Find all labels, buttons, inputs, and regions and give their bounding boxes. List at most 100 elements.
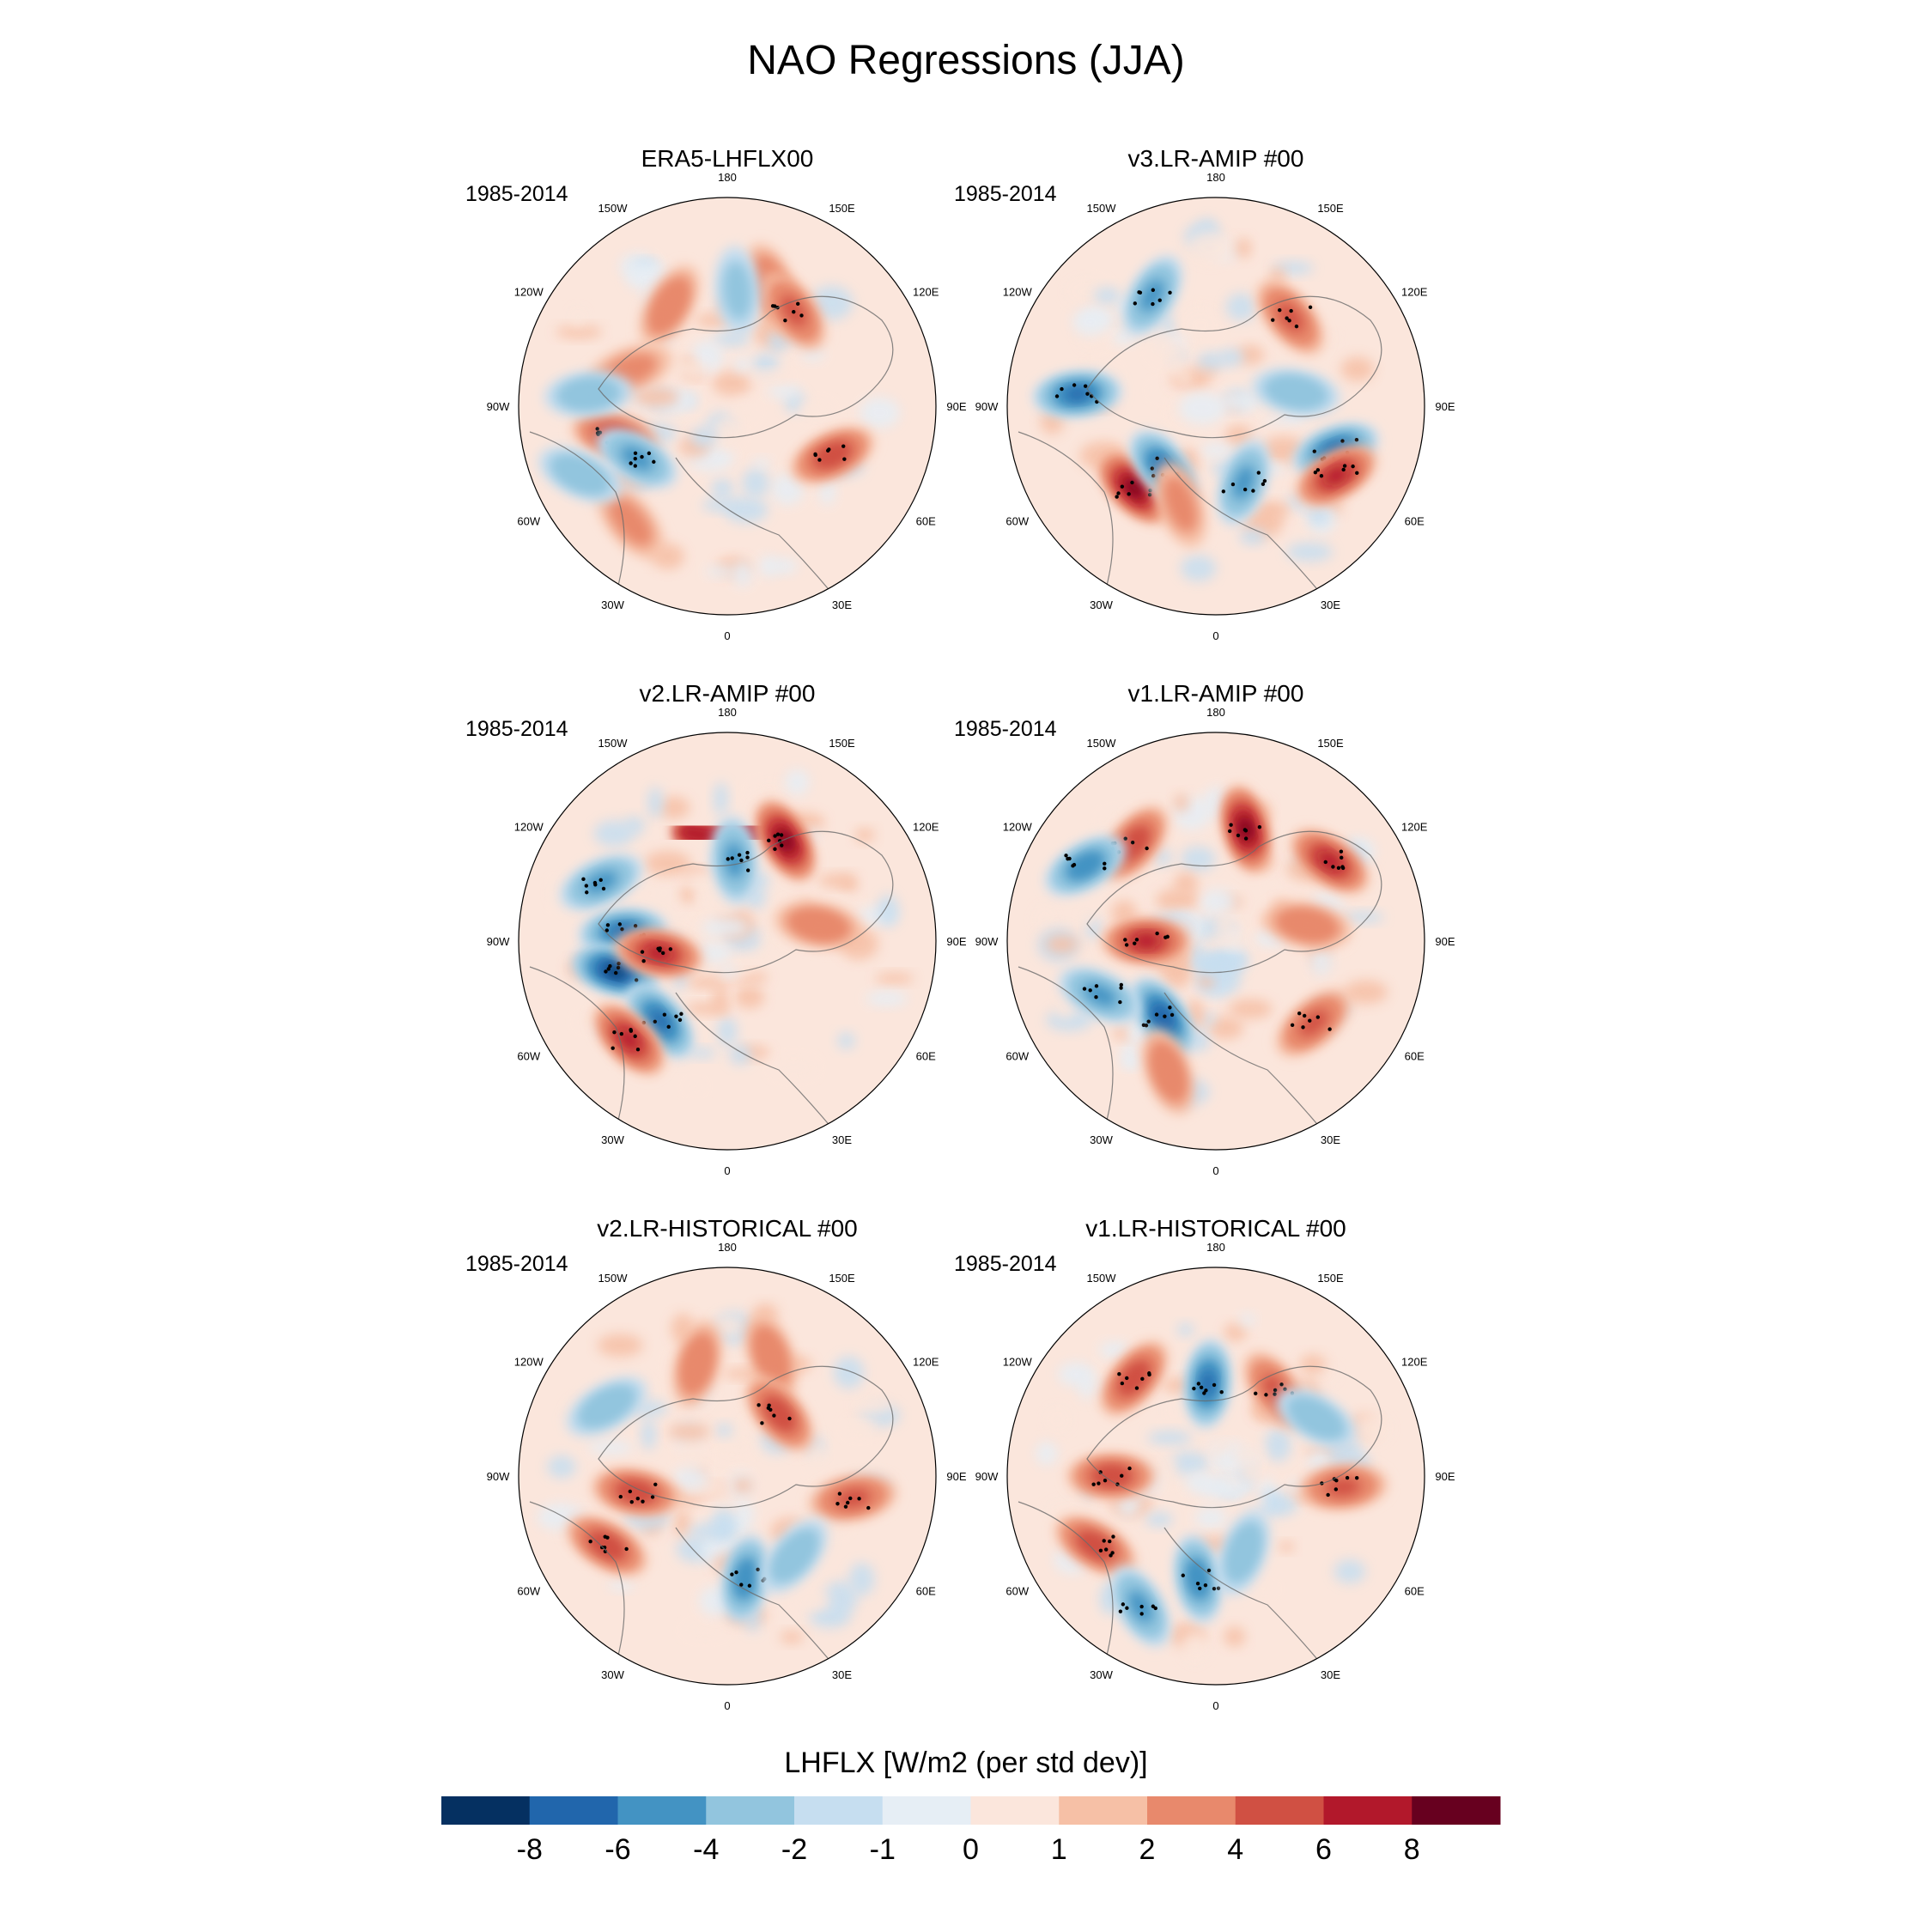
field-patch: [854, 828, 875, 842]
significance-dot: [1168, 290, 1172, 295]
significance-dot: [629, 1499, 634, 1504]
coastline-europe: [1163, 1527, 1337, 1683]
panel-period: 1985-2014: [954, 717, 1057, 741]
panel-title: v2.LR-AMIP #00: [640, 680, 816, 707]
field-patch: [717, 1017, 738, 1047]
significance-dot: [1134, 1386, 1139, 1390]
anomaly-blob: [1285, 913, 1330, 937]
field-patch: [1256, 501, 1290, 519]
field-patch: [1239, 1313, 1255, 1327]
coastline-land: [1086, 1365, 1382, 1509]
longitude-label: 30W: [1090, 1133, 1113, 1146]
field-patch: [678, 1437, 708, 1473]
anomaly-blob: [586, 1391, 628, 1422]
significance-dot: [605, 923, 611, 927]
significance-dot: [1094, 995, 1098, 999]
field-patch: [1232, 1448, 1263, 1462]
significance-dot: [1331, 865, 1335, 869]
significance-dot: [799, 313, 804, 318]
field-patch: [686, 1080, 704, 1092]
significance-dot: [1103, 1547, 1109, 1552]
panel-period: 1985-2014: [465, 182, 568, 206]
map-panel: ERA5-LHFLX00 1985-2014 180 150E 120E 90E 60E 30…: [465, 145, 967, 642]
significance-dot: [1181, 1573, 1185, 1577]
significance-dot: [843, 1504, 848, 1509]
significance-dot: [796, 301, 800, 307]
significance-dot: [846, 1500, 850, 1505]
field-patch: [1178, 392, 1227, 425]
significance-dot: [1133, 301, 1138, 306]
field-patch: [733, 357, 750, 374]
significance-dot: [1278, 307, 1282, 313]
significance-dot: [1054, 394, 1060, 398]
longitude-label: 150E: [829, 202, 855, 215]
significance-dot: [1279, 1382, 1284, 1387]
significance-dot: [1153, 1606, 1157, 1611]
map-field: [1007, 732, 1425, 1150]
significance-dot: [1155, 456, 1159, 461]
field-patch: [711, 478, 734, 500]
field-patch: [679, 885, 698, 903]
longitude-label: 60E: [916, 1585, 936, 1598]
field-patch: [690, 427, 717, 447]
significance-dot: [1118, 999, 1122, 1005]
anomaly-blob: [722, 260, 753, 321]
coastline-america: [529, 1501, 625, 1666]
field-patch: [715, 1423, 733, 1437]
field-patch: [689, 1522, 736, 1540]
significance-dot: [1123, 938, 1127, 942]
significance-dot: [1060, 386, 1064, 392]
field-patch: [1239, 528, 1267, 545]
longitude-label: 60E: [916, 515, 936, 528]
longitude-label: 150E: [1317, 737, 1344, 750]
significance-dot: [866, 1505, 871, 1510]
field-patch: [1266, 874, 1281, 895]
longitude-label: 60E: [1405, 1050, 1425, 1063]
significance-dot: [677, 1018, 683, 1023]
longitude-label: 90E: [1435, 935, 1455, 948]
field-patch: [833, 1356, 865, 1389]
significance-dot: [756, 1403, 761, 1407]
field-patch: [668, 1422, 710, 1442]
longitude-label: 150E: [1317, 202, 1344, 215]
field-patch: [1185, 1472, 1215, 1493]
significance-dot: [746, 868, 750, 872]
coastline-europe: [675, 457, 848, 613]
significance-dot: [608, 963, 612, 969]
coastline-land: [598, 1365, 894, 1509]
significance-dot: [1243, 836, 1249, 841]
map-border: [1006, 1267, 1425, 1686]
colorbar-swatch: [1323, 1796, 1413, 1825]
significance-dot: [1146, 1019, 1151, 1024]
field-patch: [1113, 1027, 1133, 1041]
anomaly-blob: [621, 1484, 651, 1500]
colorbar-swatch: [617, 1796, 707, 1825]
anomaly-blob: [777, 1537, 811, 1575]
significance-dot: [773, 847, 777, 852]
anomaly-blob: [584, 871, 618, 894]
significance-dot: [1118, 1609, 1123, 1613]
field-patch: [1154, 848, 1171, 866]
field-patch: [712, 1315, 744, 1337]
field-patch: [878, 894, 899, 927]
field-patch: [1177, 1322, 1194, 1337]
longitude-label: 30E: [1321, 1668, 1340, 1681]
significance-dot: [1120, 1381, 1125, 1386]
significance-dot: [767, 838, 771, 843]
longitude-label: 0: [724, 1699, 730, 1712]
field-patch: [1214, 914, 1236, 936]
significance-dot: [1351, 464, 1355, 469]
field-patch: [866, 991, 908, 1006]
coastlines: [1018, 830, 1382, 1148]
field-patch: [1145, 1512, 1174, 1528]
significance-dot: [1151, 301, 1155, 307]
map-border: [1006, 732, 1425, 1151]
significance-dot: [783, 318, 787, 323]
field-patch: [1240, 1461, 1261, 1482]
significance-dot: [1294, 324, 1299, 329]
significance-dot: [726, 857, 730, 861]
colorbar-tick-label: -4: [693, 1833, 719, 1866]
panel-period: 1985-2014: [465, 717, 568, 741]
longitude-label: 30W: [601, 1668, 624, 1681]
significance-dot: [1315, 468, 1321, 472]
